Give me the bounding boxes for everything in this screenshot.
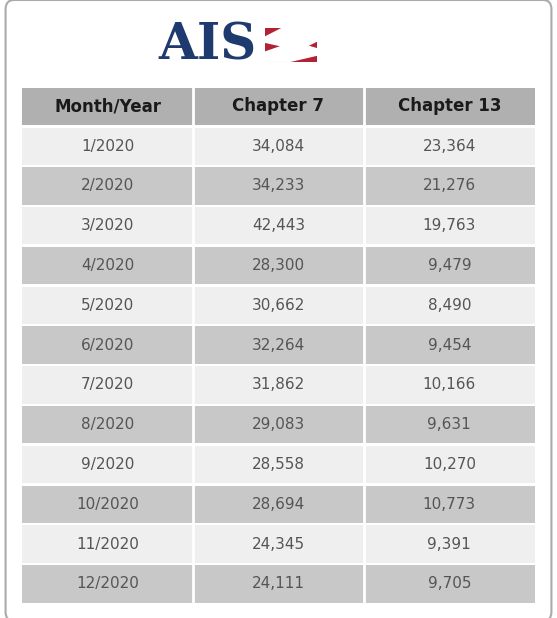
- Text: 1/2020: 1/2020: [81, 138, 134, 154]
- Text: 34,084: 34,084: [252, 138, 305, 154]
- Text: 21,276: 21,276: [423, 179, 476, 193]
- Text: 19,763: 19,763: [423, 218, 476, 233]
- Text: 24,111: 24,111: [252, 577, 305, 591]
- Bar: [22, 247, 535, 284]
- Text: 8,490: 8,490: [428, 298, 471, 313]
- Bar: [22, 446, 535, 483]
- Bar: [22, 525, 535, 563]
- Text: Chapter 7: Chapter 7: [232, 98, 325, 116]
- Text: 9,705: 9,705: [428, 577, 471, 591]
- Text: 10,773: 10,773: [423, 497, 476, 512]
- Text: 34,233: 34,233: [252, 179, 305, 193]
- Bar: [22, 326, 535, 364]
- Text: 30,662: 30,662: [252, 298, 305, 313]
- Bar: [22, 127, 535, 165]
- Bar: [22, 167, 535, 205]
- Text: 29,083: 29,083: [252, 417, 305, 432]
- Text: 2/2020: 2/2020: [81, 179, 134, 193]
- Text: 5/2020: 5/2020: [81, 298, 134, 313]
- Bar: [22, 486, 535, 523]
- Text: 42,443: 42,443: [252, 218, 305, 233]
- Bar: [22, 207, 535, 245]
- Text: 23,364: 23,364: [423, 138, 476, 154]
- Text: 9/2020: 9/2020: [81, 457, 134, 472]
- Text: 3/2020: 3/2020: [81, 218, 134, 233]
- Text: 8/2020: 8/2020: [81, 417, 134, 432]
- Text: 9,454: 9,454: [428, 337, 471, 353]
- Text: 32,264: 32,264: [252, 337, 305, 353]
- Bar: [22, 287, 535, 324]
- Text: 9,391: 9,391: [427, 536, 471, 552]
- Text: 10,166: 10,166: [423, 378, 476, 392]
- Bar: [22, 366, 535, 404]
- Text: 31,862: 31,862: [252, 378, 305, 392]
- Text: 24,345: 24,345: [252, 536, 305, 552]
- Text: 28,694: 28,694: [252, 497, 305, 512]
- Text: 12/2020: 12/2020: [76, 577, 139, 591]
- Text: 11/2020: 11/2020: [76, 536, 139, 552]
- FancyBboxPatch shape: [6, 0, 551, 618]
- Polygon shape: [265, 42, 317, 62]
- Bar: [22, 565, 535, 603]
- Text: Chapter 13: Chapter 13: [398, 98, 501, 116]
- Text: 28,558: 28,558: [252, 457, 305, 472]
- Text: 4/2020: 4/2020: [81, 258, 134, 273]
- Bar: [22, 88, 535, 125]
- Text: 28,300: 28,300: [252, 258, 305, 273]
- Bar: [265, 28, 317, 62]
- Text: 7/2020: 7/2020: [81, 378, 134, 392]
- Text: 6/2020: 6/2020: [81, 337, 134, 353]
- Bar: [22, 406, 535, 443]
- Polygon shape: [265, 28, 317, 50]
- Text: Month/Year: Month/Year: [54, 98, 161, 116]
- Text: AIS: AIS: [158, 22, 256, 71]
- Text: 9,631: 9,631: [427, 417, 471, 432]
- Text: 10,270: 10,270: [423, 457, 476, 472]
- Text: 10/2020: 10/2020: [76, 497, 139, 512]
- Text: 9,479: 9,479: [428, 258, 471, 273]
